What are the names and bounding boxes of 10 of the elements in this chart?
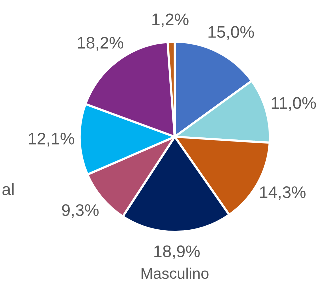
data-label: 9,3% [62, 204, 99, 218]
data-label: 18,2% [78, 37, 124, 51]
text: Masculino [142, 268, 209, 280]
data-label: 18,9% [154, 246, 200, 260]
data-label: 11,0% [272, 97, 316, 112]
data-label: 12,1% [29, 132, 74, 147]
data-label: 15,0% [208, 26, 254, 40]
text: al [2, 183, 14, 196]
data-label: 14,3% [260, 186, 306, 200]
data-label: 1,2% [152, 14, 189, 28]
